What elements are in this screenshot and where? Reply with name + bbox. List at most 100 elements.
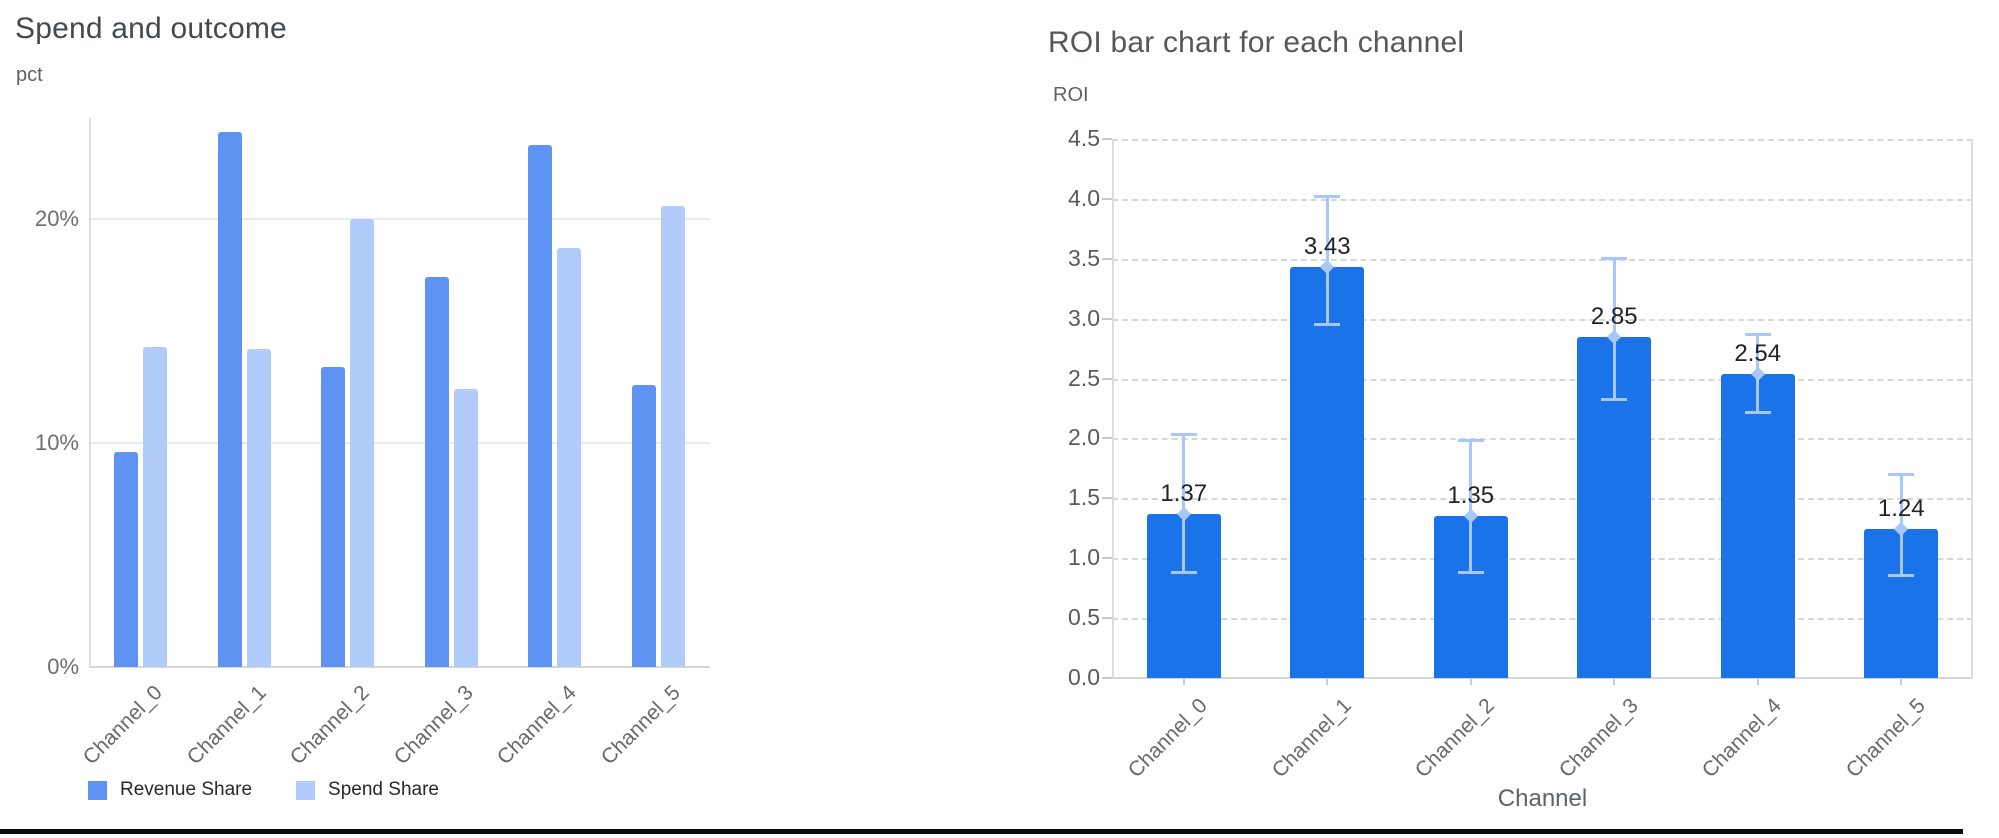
right-chart-y-axis-label: ROI (1053, 84, 1089, 106)
legend-label-revenue-share: Revenue Share (120, 779, 253, 800)
left-chart-legend: Revenue Share Spend Share (88, 779, 439, 801)
bar-revenue-share-channel-4[interactable] (528, 145, 553, 667)
roi-value-label-channel-0: 1.37 (1160, 479, 1208, 507)
right-ytickmark-1.0 (1102, 557, 1112, 560)
right-plot-right-border (1971, 139, 1973, 678)
right-xtickmark-channel-4 (1756, 678, 1759, 685)
right-ytickmark-4.5 (1102, 138, 1112, 140)
left-xtick-channel-1: Channel_1 (182, 681, 271, 770)
left-ytick-0%: 0% (47, 654, 79, 679)
roi-bar-channel-1[interactable] (1290, 267, 1365, 678)
legend-label-spend-share: Spend Share (328, 779, 439, 800)
left-xtick-channel-3: Channel_3 (389, 681, 478, 770)
bar-revenue-share-channel-2[interactable] (321, 366, 346, 667)
bar-revenue-share-channel-0[interactable] (114, 451, 139, 667)
left-xtick-channel-5: Channel_5 (596, 681, 685, 770)
error-stem-channel-0 (1182, 433, 1186, 573)
right-gridline-2.0 (1112, 438, 1973, 441)
right-ytickmark-2.0 (1102, 437, 1112, 440)
bar-spend-share-channel-4[interactable] (557, 248, 582, 667)
bar-revenue-share-channel-1[interactable] (217, 131, 242, 667)
right-xtickmark-channel-3 (1613, 678, 1616, 685)
right-ytickmark-0.5 (1102, 617, 1112, 620)
error-cap-top-channel-1 (1314, 195, 1341, 199)
right-gridline-0.5 (1112, 618, 1973, 621)
right-chart-x-axis-title: Channel (1497, 785, 1588, 812)
error-cap-bottom-channel-2 (1457, 570, 1484, 574)
error-cap-bottom-channel-4 (1744, 411, 1771, 415)
right-ytick-1.0: 1.0 (1068, 544, 1100, 571)
error-cap-bottom-channel-0 (1170, 570, 1197, 574)
left-plot-left-border (89, 118, 91, 667)
right-gridline-2.5 (1112, 378, 1973, 381)
roi-value-label-channel-3: 2.85 (1590, 302, 1638, 330)
bar-spend-share-channel-1[interactable] (246, 348, 271, 667)
bar-spend-share-channel-5[interactable] (660, 205, 685, 667)
right-gridline-3.5 (1112, 258, 1973, 261)
error-cap-top-channel-3 (1601, 256, 1628, 260)
bar-spend-share-channel-0[interactable] (143, 346, 168, 667)
right-xtick-channel-4: Channel_4 (1697, 694, 1787, 783)
right-ytickmark-0.0 (1102, 677, 1112, 679)
right-gridline-1.5 (1112, 498, 1973, 501)
left-ytick-20%: 20% (34, 206, 79, 231)
right-gridline-4.0 (1112, 198, 1973, 201)
right-xtickmark-channel-5 (1900, 678, 1903, 685)
error-stem-channel-2 (1469, 439, 1473, 573)
right-gridline-0.0 (1112, 677, 1973, 679)
right-ytick-3.0: 3.0 (1068, 304, 1100, 331)
error-cap-bottom-channel-3 (1601, 398, 1628, 402)
right-xtick-channel-5: Channel_5 (1841, 694, 1930, 783)
right-xtickmark-channel-2 (1469, 678, 1472, 685)
error-stem-channel-3 (1612, 257, 1616, 401)
right-ytick-1.5: 1.5 (1068, 484, 1100, 511)
left-xtick-channel-2: Channel_2 (285, 681, 375, 770)
right-ytickmark-2.5 (1102, 377, 1112, 380)
right-xtickmark-channel-1 (1326, 678, 1329, 685)
right-ytick-2.0: 2.0 (1068, 424, 1100, 451)
error-cap-bottom-channel-1 (1314, 322, 1341, 326)
error-cap-top-channel-5 (1888, 473, 1915, 477)
right-ytick-2.5: 2.5 (1068, 364, 1100, 391)
left-xtick-channel-4: Channel_4 (492, 681, 582, 770)
right-xtick-channel-1: Channel_1 (1267, 694, 1356, 783)
right-ytickmark-4.0 (1102, 197, 1112, 200)
right-plot-left-border (1112, 139, 1114, 678)
right-ytickmark-1.5 (1102, 497, 1112, 500)
legend-item-spend-share[interactable]: Spend Share (296, 779, 439, 801)
right-xtick-channel-3: Channel_3 (1554, 694, 1643, 783)
error-cap-top-channel-0 (1170, 432, 1197, 436)
roi-bar-channel-4[interactable] (1720, 373, 1795, 678)
error-cap-bottom-channel-5 (1888, 574, 1915, 578)
bar-spend-share-channel-2[interactable] (350, 219, 375, 667)
right-ytick-4.0: 4.0 (1068, 184, 1100, 211)
right-ytick-0.0: 0.0 (1068, 664, 1100, 690)
right-gridline-3.0 (1112, 318, 1973, 321)
right-gridline-1.0 (1112, 558, 1973, 561)
right-xtickmark-channel-0 (1182, 678, 1185, 685)
legend-swatch-spend-share (296, 780, 316, 800)
bar-spend-share-channel-3[interactable] (453, 389, 478, 667)
bar-revenue-share-channel-5[interactable] (631, 384, 656, 667)
right-ytick-0.5: 0.5 (1068, 604, 1100, 631)
legend-swatch-revenue-share (88, 780, 107, 800)
legend-item-revenue-share[interactable]: Revenue Share (88, 779, 252, 801)
right-xtick-channel-2: Channel_2 (1410, 694, 1500, 783)
bar-revenue-share-channel-3[interactable] (424, 277, 449, 667)
roi-value-label-channel-2: 1.35 (1447, 482, 1495, 510)
right-ytickmark-3.0 (1102, 317, 1112, 320)
error-cap-top-channel-2 (1457, 438, 1484, 442)
left-xtick-channel-0: Channel_0 (78, 681, 168, 770)
left-gridline-10% (89, 442, 710, 444)
left-ytick-10%: 10% (34, 430, 79, 455)
right-ytickmark-3.5 (1102, 257, 1112, 260)
right-chart-title: ROI bar chart for each channel (1048, 26, 1465, 59)
window-bottom-edge (0, 829, 1963, 834)
right-ytick-4.5: 4.5 (1068, 125, 1100, 151)
left-chart-title: Spend and outcome (15, 12, 287, 45)
right-ytick-3.5: 3.5 (1068, 244, 1100, 271)
left-gridline-0% (89, 666, 710, 668)
error-cap-top-channel-4 (1744, 333, 1771, 337)
roi-value-label-channel-5: 1.24 (1877, 495, 1925, 523)
